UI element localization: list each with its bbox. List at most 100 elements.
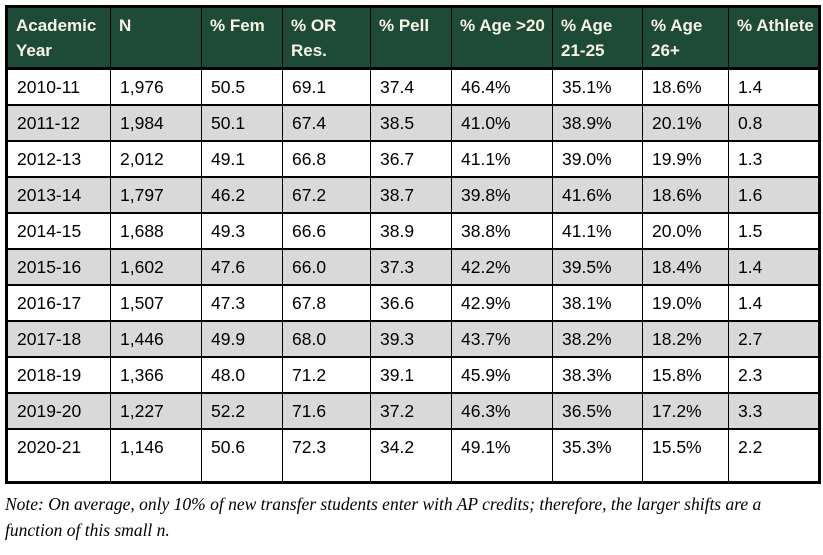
table-cell: 35.3%	[552, 428, 643, 483]
table-cell: 3.3	[728, 392, 820, 430]
table-cell: 18.2%	[642, 320, 729, 358]
table-cell: 1.6	[728, 176, 820, 214]
table-cell: 36.5%	[552, 392, 643, 430]
table-cell: 1.4	[728, 67, 820, 106]
table-cell: 18.4%	[642, 248, 729, 286]
row-header-cell: 2015-16	[6, 248, 111, 286]
table-cell: 37.3	[370, 248, 452, 286]
table-cell: 68.0	[282, 320, 371, 358]
table-cell: 38.2%	[552, 320, 643, 358]
table-cell: 46.3%	[451, 392, 553, 430]
row-header-cell: 2014-15	[6, 212, 111, 250]
table-cell: 42.9%	[451, 284, 553, 322]
row-header-cell: 2020-21	[6, 428, 111, 483]
table-cell: 36.6	[370, 284, 452, 322]
column-header: % Age >20	[451, 5, 553, 70]
table-row: 2018-19 1,366 48.0 71.2 39.1 45.9% 38.3% 15.8% 2…	[6, 356, 820, 394]
table-row: 2013-14 1,797 46.2 67.2 38.7 39.8% 41.6% 18.6% 1…	[6, 176, 820, 214]
column-header: % Age 26+	[642, 5, 729, 70]
table-row: 2014-15 1,688 49.3 66.6 38.9 38.8% 41.1% 20.0% 1…	[6, 212, 820, 250]
column-header: Academic Year	[6, 5, 111, 70]
table-cell: 38.9%	[552, 104, 643, 142]
table-cell: 72.3	[282, 428, 371, 483]
column-header: % Fem	[201, 5, 283, 70]
document-page: Academic Year N% Fem% OR Res.% Pell% Age …	[5, 5, 821, 540]
table-cell: 37.2	[370, 392, 452, 430]
table-cell: 38.8%	[451, 212, 553, 250]
table-cell: 37.4	[370, 67, 452, 106]
table-row: 2012-13 2,012 49.1 66.8 36.7 41.1% 39.0% 19.9% 1…	[6, 140, 820, 178]
table-cell: 39.0%	[552, 140, 643, 178]
transfer-student-demographics-table: Academic Year N% Fem% OR Res.% Pell% Age …	[5, 5, 821, 484]
table-cell: 69.1	[282, 67, 371, 106]
table-cell: 1,688	[110, 212, 202, 250]
table-cell: 1,366	[110, 356, 202, 394]
table-cell: 0.8	[728, 104, 820, 142]
table-cell: 1,797	[110, 176, 202, 214]
row-header-cell: 2018-19	[6, 356, 111, 394]
table-cell: 34.2	[370, 428, 452, 483]
table-cell: 38.5	[370, 104, 452, 142]
table-cell: 17.2%	[642, 392, 729, 430]
table-cell: 49.3	[201, 212, 283, 250]
table-cell: 38.9	[370, 212, 452, 250]
table-cell: 43.7%	[451, 320, 553, 358]
table-row: 2016-17 1,507 47.3 67.8 36.6 42.9% 38.1% 19.0% 1…	[6, 284, 820, 322]
table-row: 2010-11 1,976 50.5 69.1 37.4 46.4% 35.1% 18.6% 1…	[6, 67, 820, 106]
row-header-cell: 2010-11	[6, 67, 111, 106]
table-cell: 1,984	[110, 104, 202, 142]
table-cell: 18.6%	[642, 67, 729, 106]
row-header-cell: 2017-18	[6, 320, 111, 358]
table-cell: 38.7	[370, 176, 452, 214]
table-cell: 2.2	[728, 428, 820, 483]
table-cell: 1,227	[110, 392, 202, 430]
table-cell: 39.8%	[451, 176, 553, 214]
table-cell: 71.2	[282, 356, 371, 394]
table-cell: 1,146	[110, 428, 202, 483]
table-cell: 19.9%	[642, 140, 729, 178]
table-cell: 1,507	[110, 284, 202, 322]
table-cell: 48.0	[201, 356, 283, 394]
table-cell: 38.1%	[552, 284, 643, 322]
table-cell: 50.1	[201, 104, 283, 142]
table-cell: 1.4	[728, 248, 820, 286]
table-row: 2020-21 1,146 50.6 72.3 34.2 49.1% 35.3% 15.5% 2…	[6, 428, 820, 483]
table-cell: 66.8	[282, 140, 371, 178]
table-cell: 50.5	[201, 67, 283, 106]
table-cell: 41.6%	[552, 176, 643, 214]
table-cell: 71.6	[282, 392, 371, 430]
table-cell: 46.2	[201, 176, 283, 214]
table-cell: 50.6	[201, 428, 283, 483]
table-cell: 66.6	[282, 212, 371, 250]
table-row: 2019-20 1,227 52.2 71.6 37.2 46.3% 36.5% 17.2% 3…	[6, 392, 820, 430]
row-header-cell: 2012-13	[6, 140, 111, 178]
table-cell: 66.0	[282, 248, 371, 286]
table-cell: 41.1%	[451, 140, 553, 178]
row-header-cell: 2019-20	[6, 392, 111, 430]
table-cell: 15.5%	[642, 428, 729, 483]
table-cell: 45.9%	[451, 356, 553, 394]
row-header-cell: 2011-12	[6, 104, 111, 142]
table-cell: 39.5%	[552, 248, 643, 286]
table-cell: 49.9	[201, 320, 283, 358]
table-row: 2011-12 1,984 50.1 67.4 38.5 41.0% 38.9% 20.1% 0…	[6, 104, 820, 142]
table-cell: 2.3	[728, 356, 820, 394]
table-cell: 47.6	[201, 248, 283, 286]
table-row: 2017-18 1,446 49.9 68.0 39.3 43.7% 38.2% 18.2% 2…	[6, 320, 820, 358]
column-header: % Athlete	[728, 5, 820, 70]
table-cell: 47.3	[201, 284, 283, 322]
table-cell: 2.7	[728, 320, 820, 358]
table-cell: 1,602	[110, 248, 202, 286]
table-cell: 52.2	[201, 392, 283, 430]
table-cell: 1.5	[728, 212, 820, 250]
table-cell: 19.0%	[642, 284, 729, 322]
table-cell: 42.2%	[451, 248, 553, 286]
table-cell: 39.3	[370, 320, 452, 358]
table-cell: 1.3	[728, 140, 820, 178]
table-cell: 1.4	[728, 284, 820, 322]
column-header: % Age 21-25	[552, 5, 643, 70]
table-cell: 49.1%	[451, 428, 553, 483]
table-cell: 41.0%	[451, 104, 553, 142]
table-cell: 67.2	[282, 176, 371, 214]
table-cell: 18.6%	[642, 176, 729, 214]
